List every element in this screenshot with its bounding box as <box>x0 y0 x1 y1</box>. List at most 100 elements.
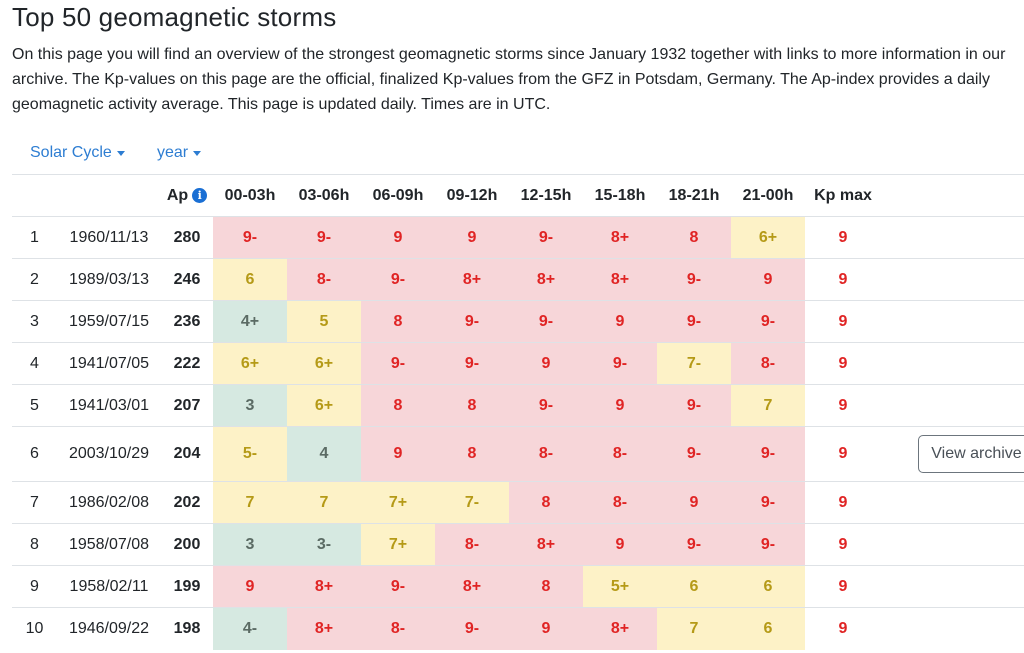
interval-header: 09-12h <box>435 174 509 217</box>
ap-cell: 202 <box>161 481 213 524</box>
ap-cell: 207 <box>161 384 213 427</box>
page-title: Top 50 geomagnetic storms <box>12 2 337 32</box>
date-cell: 1986/02/08 <box>57 481 161 524</box>
rank-cell: 4 <box>12 342 57 385</box>
year-dropdown[interactable]: year <box>157 144 202 162</box>
kp-max-cell: 9 <box>805 258 881 301</box>
interval-header: 03-06h <box>287 174 361 217</box>
rank-cell: 9 <box>12 565 57 608</box>
kp-cell: 9 <box>657 481 731 524</box>
kp-max-cell: 9 <box>805 384 881 427</box>
info-icon[interactable]: i <box>192 187 208 203</box>
page-intro: On this page you will find an overview o… <box>12 46 1006 113</box>
interval-header: 06-09h <box>361 174 435 217</box>
rank-cell: 5 <box>12 384 57 427</box>
kp-cell: 8+ <box>509 258 583 301</box>
table-row: 9 1958/02/11 199 9 8+ 9- 8+ 8 5+ 6 6 9 <box>12 565 1024 608</box>
kp-cell: 9- <box>657 523 731 566</box>
date-cell: 1989/03/13 <box>57 258 161 301</box>
ap-cell: 222 <box>161 342 213 385</box>
kp-cell: 9- <box>509 216 583 259</box>
caret-down-icon <box>193 150 202 156</box>
kp-cell: 8- <box>583 481 657 524</box>
kp-cell: 9- <box>287 216 361 259</box>
kp-cell: 3 <box>213 384 287 427</box>
kp-cell: 8- <box>361 607 435 650</box>
kp-cell: 7+ <box>361 481 435 524</box>
action-header <box>881 174 1024 217</box>
table-row: 4 1941/07/05 222 6+ 6+ 9- 9- 9 9- 7- 8- 9 <box>12 342 1024 385</box>
kp-cell: 9- <box>657 300 731 343</box>
table-row: 3 1959/07/15 236 4+ 5 8 9- 9- 9 9- 9- 9 <box>12 300 1024 343</box>
table-row: 8 1958/07/08 200 3 3- 7+ 8- 8+ 9 9- 9- 9 <box>12 523 1024 566</box>
ap-cell: 204 <box>161 426 213 482</box>
action-cell: View archive <box>881 426 1024 482</box>
kp-max-cell: 9 <box>805 523 881 566</box>
kp-cell: 9- <box>435 607 509 650</box>
kp-cell: 6 <box>731 607 805 650</box>
kp-max-cell: 9 <box>805 300 881 343</box>
kp-cell: 9- <box>731 426 805 482</box>
kp-max-cell: 9 <box>805 216 881 259</box>
action-cell <box>881 300 1024 343</box>
date-cell: 2003/10/29 <box>57 426 161 482</box>
solar-cycle-dropdown[interactable]: Solar Cycle <box>30 144 125 162</box>
date-cell: 1958/07/08 <box>57 523 161 566</box>
date-cell: 1959/07/15 <box>57 300 161 343</box>
ap-cell: 199 <box>161 565 213 608</box>
interval-header: 12-15h <box>509 174 583 217</box>
kp-cell: 4+ <box>213 300 287 343</box>
kp-cell: 8 <box>657 216 731 259</box>
kp-cell: 9- <box>731 481 805 524</box>
kp-cell: 3 <box>213 523 287 566</box>
table-row: 10 1946/09/22 198 4- 8+ 8- 9- 9 8+ 7 6 9 <box>12 607 1024 650</box>
caret-down-icon <box>116 150 125 156</box>
kp-cell: 7- <box>657 342 731 385</box>
kp-cell: 8 <box>361 300 435 343</box>
kp-cell: 9 <box>583 300 657 343</box>
kp-cell: 9- <box>361 565 435 608</box>
action-cell <box>881 481 1024 524</box>
view-archive-button[interactable]: View archive <box>918 435 1024 473</box>
storms-table: Ap i 00-03h 03-06h 06-09h 09-12h 12-15h 1… <box>12 174 1024 650</box>
storms-table-body: 1 1960/11/13 280 9- 9- 9 9 9- 8+ 8 6+ 9 2 1989/03/13 2… <box>12 216 1024 650</box>
ap-header: Ap i <box>161 174 213 217</box>
kp-cell: 8+ <box>583 258 657 301</box>
kp-cell: 4 <box>287 426 361 482</box>
kp-cell: 8- <box>435 523 509 566</box>
kp-cell: 8+ <box>287 565 361 608</box>
kp-cell: 9 <box>213 565 287 608</box>
date-cell: 1958/02/11 <box>57 565 161 608</box>
kp-cell: 8 <box>509 481 583 524</box>
kp-cell: 8 <box>435 384 509 427</box>
kp-cell: 6 <box>657 565 731 608</box>
kp-max-cell: 9 <box>805 342 881 385</box>
rank-cell: 6 <box>12 426 57 482</box>
ap-cell: 246 <box>161 258 213 301</box>
kp-cell: 7 <box>731 384 805 427</box>
interval-header: 21-00h <box>731 174 805 217</box>
kp-cell: 9 <box>361 426 435 482</box>
kp-cell: 8 <box>361 384 435 427</box>
kp-cell: 6+ <box>731 216 805 259</box>
rank-cell: 2 <box>12 258 57 301</box>
interval-header: 15-18h <box>583 174 657 217</box>
solar-cycle-label: Solar Cycle <box>30 144 112 161</box>
kp-cell: 9- <box>657 384 731 427</box>
rank-cell: 1 <box>12 216 57 259</box>
table-row: 1 1960/11/13 280 9- 9- 9 9 9- 8+ 8 6+ 9 <box>12 216 1024 259</box>
kp-cell: 5 <box>287 300 361 343</box>
year-label: year <box>157 144 189 161</box>
interval-header: 00-03h <box>213 174 287 217</box>
kp-max-header: Kp max <box>805 174 881 217</box>
kp-max-cell: 9 <box>805 565 881 608</box>
date-cell: 1960/11/13 <box>57 216 161 259</box>
kp-cell: 7 <box>213 481 287 524</box>
kp-cell: 8- <box>509 426 583 482</box>
action-cell <box>881 216 1024 259</box>
kp-cell: 4- <box>213 607 287 650</box>
kp-cell: 9 <box>583 384 657 427</box>
kp-cell: 6 <box>213 258 287 301</box>
rank-cell: 3 <box>12 300 57 343</box>
kp-cell: 9- <box>435 300 509 343</box>
